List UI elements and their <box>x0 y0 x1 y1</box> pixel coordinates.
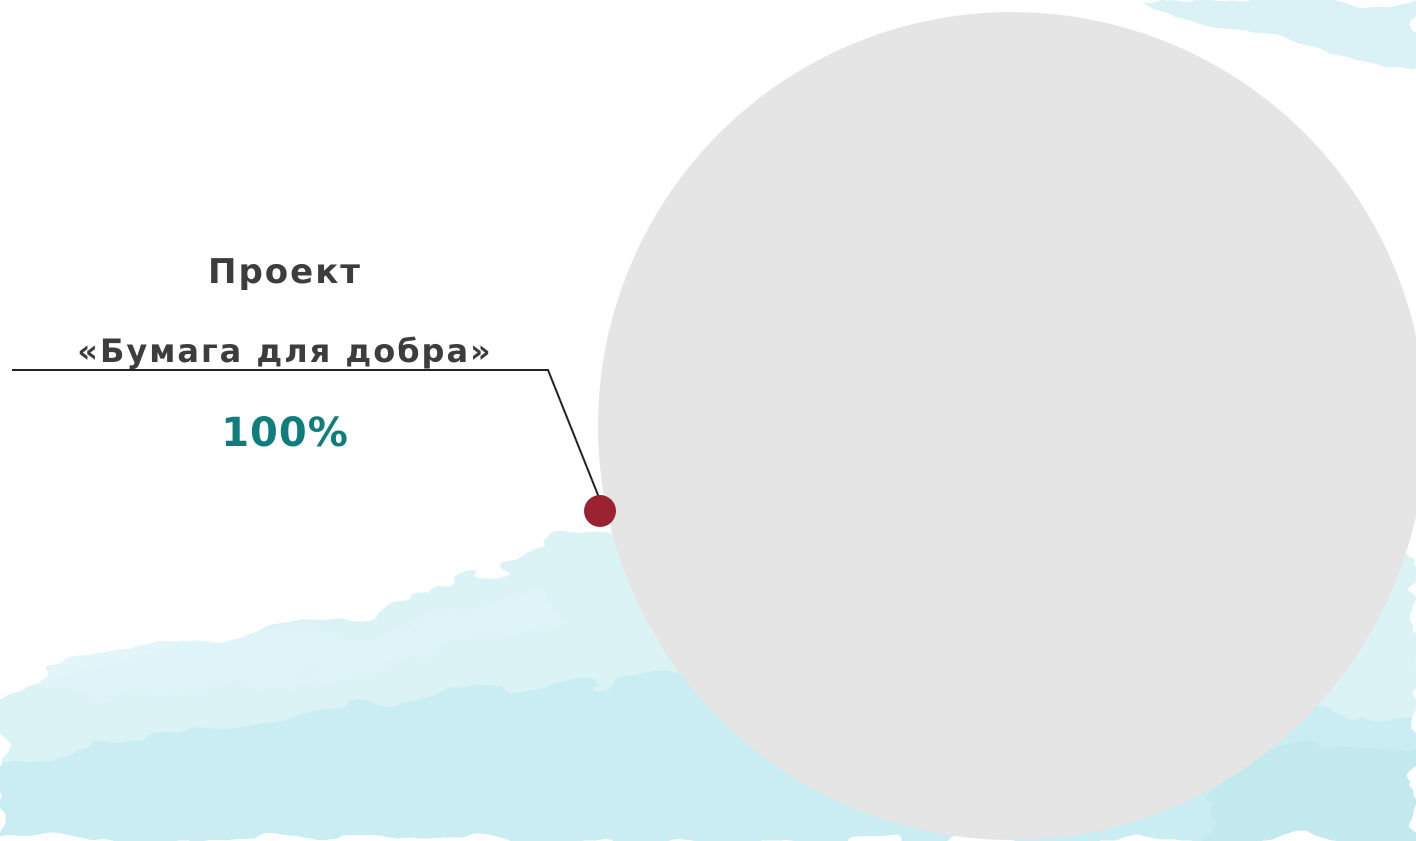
slice-label-line1: Проект <box>208 252 362 292</box>
slice-value-label: 100% <box>221 410 349 456</box>
leader-line <box>12 369 601 501</box>
slice-label-line2: «Бумага для добра» <box>77 332 493 370</box>
slice-marker <box>584 495 616 527</box>
pie-slice-0 <box>598 12 1416 840</box>
pie-slices <box>598 12 1416 840</box>
